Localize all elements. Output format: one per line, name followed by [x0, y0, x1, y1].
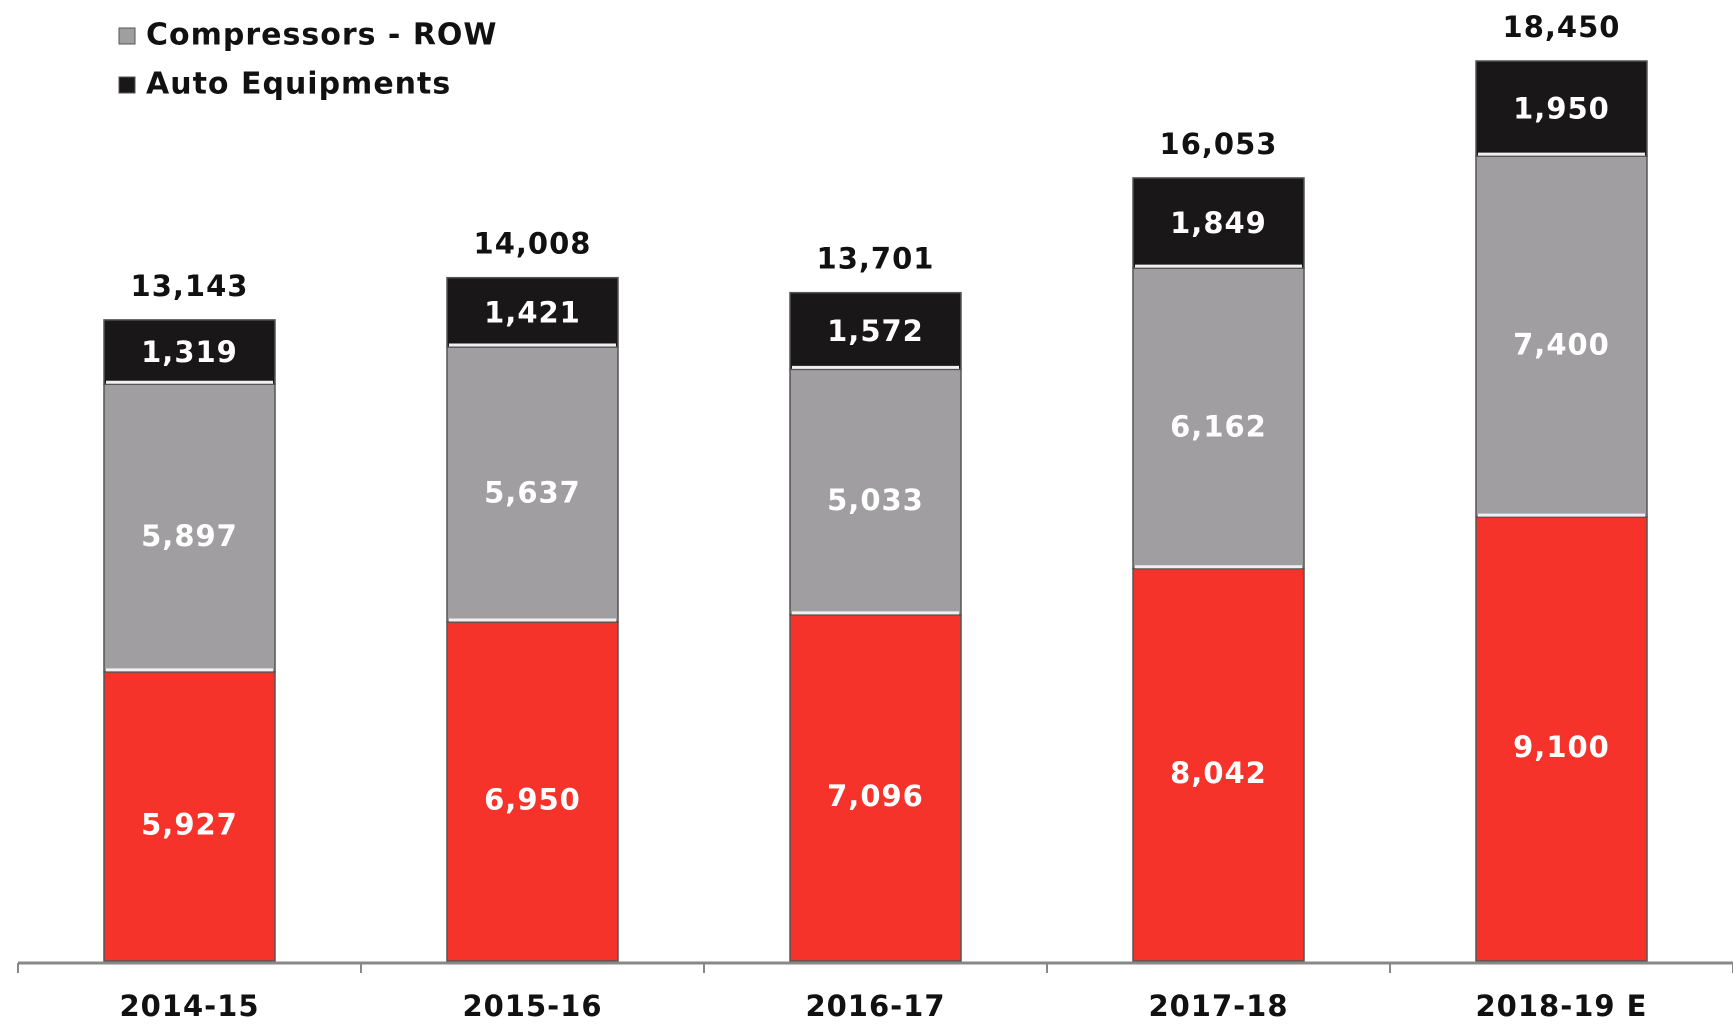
data-label: 8,042: [1170, 756, 1267, 790]
data-label: 7,400: [1513, 328, 1610, 362]
bar-segment: [789, 291, 962, 371]
bar-segment: [103, 319, 276, 385]
bar-segment: [789, 614, 962, 962]
x-tick-label: 2015-16: [462, 989, 602, 1023]
legend-swatch: [118, 76, 136, 94]
total-label: 14,008: [474, 227, 592, 261]
bar-segment: [446, 621, 619, 962]
data-label: 5,637: [484, 475, 581, 509]
legend: Compressors - ROW Auto Equipments: [118, 18, 498, 102]
data-label: 6,950: [484, 782, 581, 816]
bar-segment: [1475, 155, 1648, 518]
data-label: 1,572: [827, 314, 924, 348]
total-label: 13,143: [131, 269, 249, 303]
x-tick-label: 2016-17: [805, 989, 945, 1023]
bar-segment: [446, 276, 619, 348]
data-label: 1,849: [1170, 206, 1267, 240]
data-label: 1,950: [1513, 92, 1610, 126]
bar-segment: [446, 346, 619, 623]
bar-segment: [103, 383, 276, 673]
bar-segment: [1132, 567, 1305, 962]
bar-segment: [1475, 60, 1648, 157]
bar-segment: [1132, 267, 1305, 570]
data-label: 5,033: [827, 483, 924, 517]
bar-segment: [789, 368, 962, 616]
data-label: 9,100: [1513, 730, 1610, 764]
total-label: 16,053: [1160, 127, 1278, 161]
bar-segment: [1132, 177, 1305, 269]
data-label: 5,927: [141, 807, 238, 841]
x-tick-label: 2018-19 E: [1475, 989, 1647, 1023]
legend-label: Auto Equipments: [146, 67, 451, 102]
data-label: 1,421: [484, 295, 581, 329]
data-label: 7,096: [827, 779, 924, 813]
data-label: 6,162: [1170, 409, 1267, 443]
bars: 5,927 5,897 1,319 13,143 6,950 5,637 1,421 14,0…: [103, 10, 1648, 962]
bar-segment: [103, 671, 276, 962]
total-label: 18,450: [1503, 10, 1621, 44]
legend-label: Compressors - ROW: [146, 18, 498, 53]
bar-segment: [1475, 516, 1648, 962]
total-label: 13,701: [817, 242, 935, 276]
data-label: 5,897: [141, 519, 238, 553]
x-tick-label: 2014-15: [119, 989, 259, 1023]
legend-swatch: [118, 27, 136, 45]
data-label: 1,319: [141, 335, 238, 369]
x-tick-label: 2017-18: [1148, 989, 1288, 1023]
